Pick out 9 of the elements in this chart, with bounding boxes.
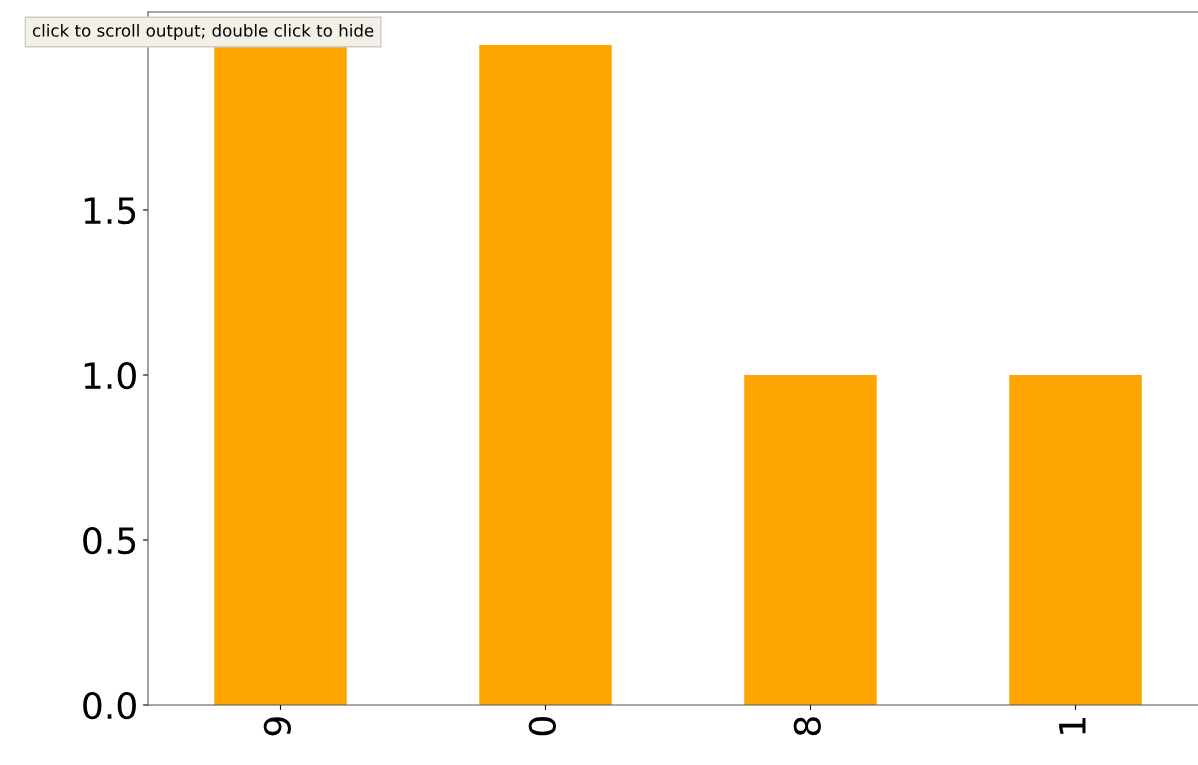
annotation: click to scroll output; double click to hide <box>32 23 374 41</box>
x-tick-label: 8 <box>793 717 821 736</box>
x-tick-label: 0 <box>528 717 556 736</box>
y-tick-label: 1.5 <box>84 197 136 225</box>
x-tick-label: 9 <box>263 717 291 736</box>
x-tick-label: 1 <box>1059 718 1086 734</box>
y-tick-label: 1.0 <box>84 361 136 390</box>
y-tick-label: 0.5 <box>83 526 136 555</box>
y-tick-label: 0.0 <box>83 691 136 720</box>
